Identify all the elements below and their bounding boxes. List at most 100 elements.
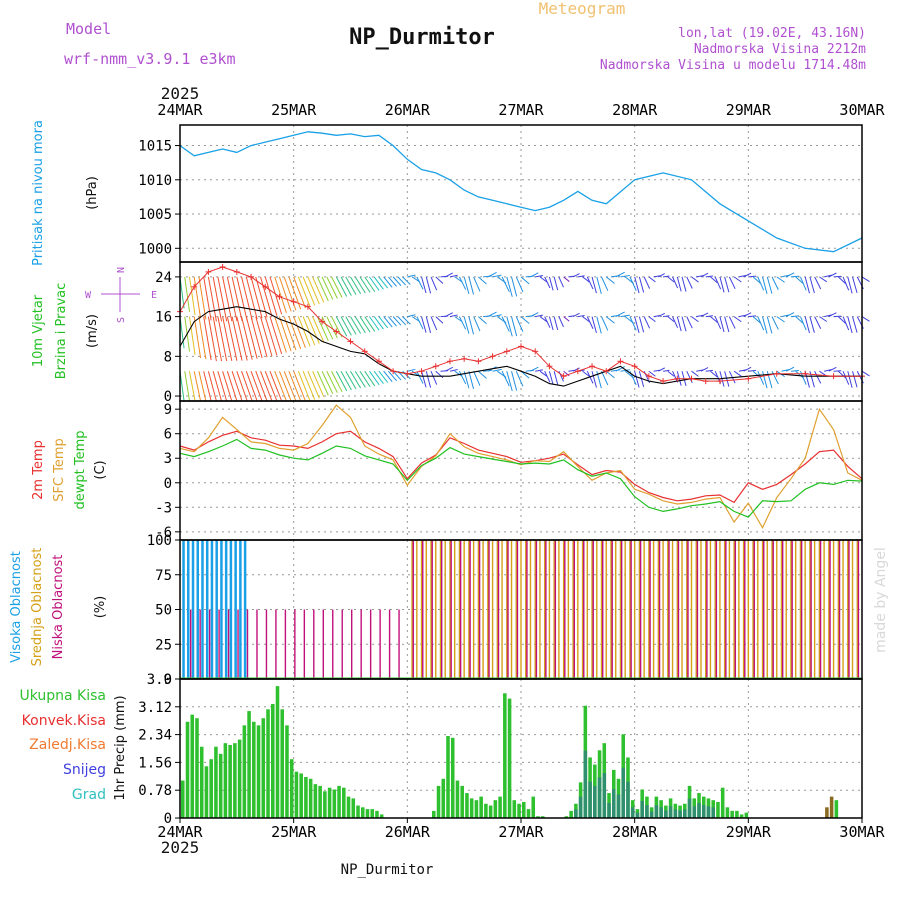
precip-bar-mixed <box>701 805 706 818</box>
wind-barb <box>487 311 497 318</box>
wind-barb <box>354 276 366 294</box>
wind-barb <box>369 316 380 331</box>
high-cloud-ylabel: Visoka Oblacnost <box>9 551 24 663</box>
wind-barb <box>620 274 630 278</box>
wind-barb <box>686 276 693 289</box>
wind-barb <box>748 315 757 318</box>
wind-barb <box>397 276 407 286</box>
wind-barb <box>483 369 492 372</box>
wind-barb <box>511 276 518 297</box>
year-bottom: 2025 <box>161 838 200 857</box>
wind-barb <box>293 276 306 309</box>
precip-bar <box>252 721 256 818</box>
wind-barb <box>312 371 325 397</box>
wind-barb <box>648 276 656 283</box>
wind-barb <box>530 366 539 372</box>
wind-barb <box>501 370 510 387</box>
wind-barb <box>444 272 454 278</box>
wind-barb <box>847 371 853 388</box>
wind-barb <box>458 316 467 330</box>
y-tick-label: 0 <box>164 476 172 492</box>
wind-barb <box>302 371 316 400</box>
wind-barb <box>591 371 597 388</box>
precip-bar <box>375 810 379 818</box>
precip-bar-mixed <box>626 781 630 818</box>
wind-barb <box>468 276 475 295</box>
wind-barb <box>705 315 714 318</box>
wind-barb <box>511 316 518 337</box>
precip-bar <box>829 796 834 818</box>
wind-barb <box>714 276 722 290</box>
precip-bar-mixed <box>602 773 607 818</box>
y-tick-label: 1.56 <box>138 755 172 771</box>
y-tick-label: 6 <box>164 427 172 443</box>
wind-barb <box>350 276 362 295</box>
wind-barb <box>316 371 329 396</box>
wind-barb <box>833 315 842 318</box>
pressure-series <box>179 131 863 253</box>
wind-barb <box>634 371 640 388</box>
wind-barb <box>629 276 637 291</box>
wind-barb <box>274 371 287 402</box>
precip-bar <box>256 725 261 818</box>
wind-barb <box>222 276 233 322</box>
x-tick-label-bottom: 24MAR <box>157 823 203 841</box>
precip-bar <box>469 798 474 818</box>
y-tick-label: -3 <box>155 500 172 516</box>
wind-barb <box>359 276 371 293</box>
x-tick-label-top: 27MAR <box>498 101 544 119</box>
precip-bar-mixed <box>597 777 602 818</box>
wind-barb <box>785 272 795 278</box>
wind-barb <box>278 316 292 352</box>
wind-barb <box>326 370 338 394</box>
wind-barb <box>373 370 384 384</box>
precip-bar-mixed <box>664 810 668 818</box>
wind-barb <box>468 316 475 335</box>
wind-barb <box>373 276 384 290</box>
wind-barb <box>615 271 625 278</box>
wind-barb <box>184 276 191 312</box>
watermark: made by Angel <box>873 547 889 653</box>
wind-barb <box>378 316 389 329</box>
data-series <box>177 131 870 818</box>
wind-barb <box>255 316 268 358</box>
wind-barb <box>478 276 487 285</box>
precip-bar <box>199 746 204 818</box>
wind-barb <box>388 276 397 287</box>
wind-barb <box>231 371 243 402</box>
low-cloud-ylabel: Niska Oblacnost <box>51 555 66 660</box>
wind-barb <box>658 273 665 278</box>
wind-barb <box>425 276 432 294</box>
precip-bar-mixed <box>578 796 583 818</box>
lonlat-label: lon,lat (19.02E, 43.16N) <box>678 26 866 41</box>
precip-bar <box>218 753 223 818</box>
wind-barb <box>241 316 253 360</box>
wind-barb <box>297 316 311 347</box>
precip-bar-mixed <box>678 810 682 818</box>
wind-barb <box>468 371 475 389</box>
wind-barb <box>515 276 524 293</box>
wind-barb <box>714 316 722 330</box>
y-tick-label: 0 <box>164 811 172 827</box>
precip-bar <box>455 780 460 818</box>
wind-barb <box>691 370 699 377</box>
precip-bar <box>289 759 294 818</box>
wind-barb <box>483 275 492 278</box>
precip-ylabel: 1hr Precip (mm) <box>113 695 128 800</box>
y-tick-label: 50 <box>155 603 172 619</box>
wind-barb <box>586 276 594 290</box>
wind-barb <box>302 276 316 306</box>
wind-barb <box>231 276 243 322</box>
wind-barb <box>828 366 837 372</box>
wind-barb <box>648 370 656 377</box>
wind-barb <box>435 316 444 324</box>
wind-barb <box>193 276 202 319</box>
wind-barb <box>861 316 870 322</box>
wind-barb <box>823 314 832 318</box>
wind-barb <box>444 312 454 318</box>
wind-barb <box>700 367 709 372</box>
wind-barb <box>582 316 590 323</box>
wind-barb <box>842 276 850 291</box>
wind-barb <box>321 371 334 394</box>
wind-barb <box>383 276 393 288</box>
